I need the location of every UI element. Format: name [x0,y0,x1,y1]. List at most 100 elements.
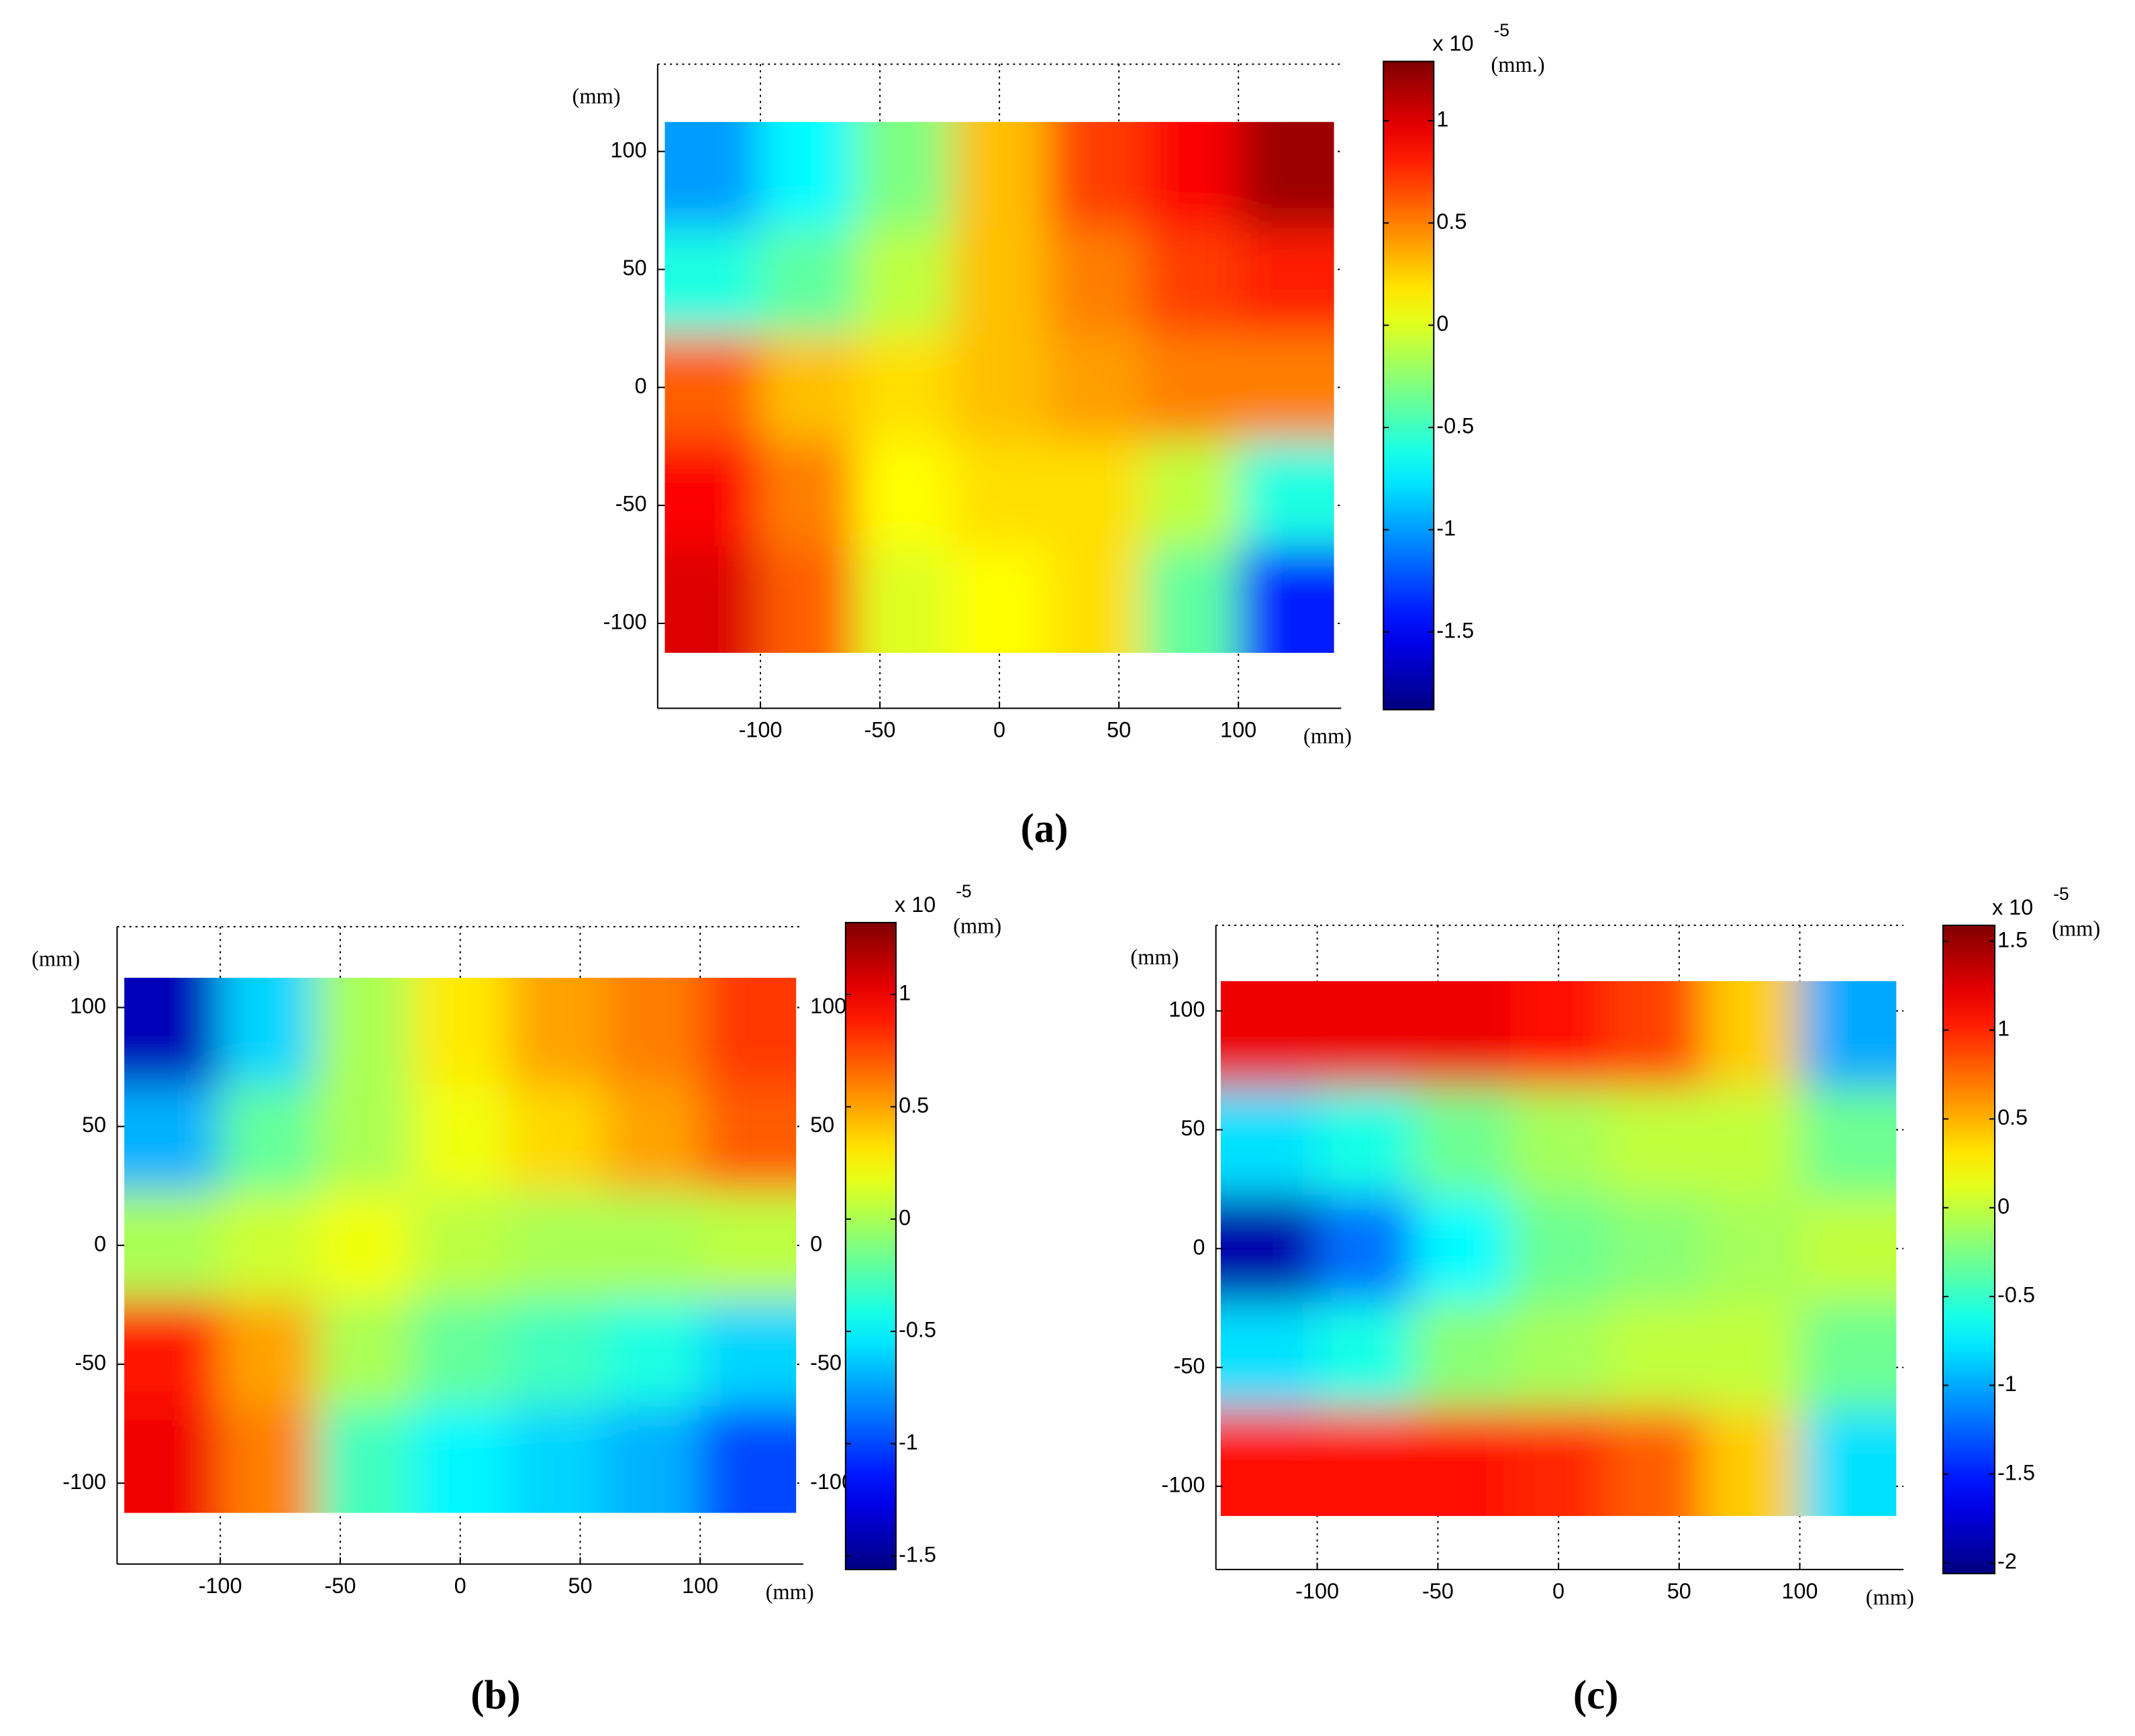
heat-cell [664,440,762,548]
x-tick-label: 100 [682,1574,718,1598]
colorbar-exponent: -5 [1493,20,1509,40]
heat-cell [1799,981,1897,1090]
heat-cell [700,978,797,1086]
colorbar-tick-label: -1 [899,1430,918,1454]
heat-cell [412,1084,510,1194]
heat-cell [1238,121,1334,230]
panel-label: (a) [1021,807,1069,852]
heat-cell [1220,1409,1319,1517]
heat-cell [1317,1302,1416,1411]
heat-cell [1799,1194,1897,1304]
heat-cell [508,1192,606,1300]
heat-cell [604,1406,702,1513]
x-tick-label: -100 [199,1574,242,1598]
x-axis-label: (mm) [1866,1586,1914,1610]
heat-cell [508,1084,606,1194]
heat-cell [664,121,762,230]
heat-cell [1703,1409,1801,1517]
heat-cell [412,1406,510,1513]
heat-cell [1220,1088,1319,1197]
heat-cell [508,978,606,1086]
x-tick-label: -50 [324,1574,356,1598]
heat-cell [1238,227,1334,336]
colorbar-tick-label: 0 [1997,1194,2009,1218]
heat-cell [220,1298,318,1408]
heat-cell [124,1084,222,1194]
heat-cell [1606,1409,1705,1517]
y-tick-label: 100 [610,138,646,162]
heatmap [1220,981,1897,1517]
heat-cell [316,1084,414,1194]
colorbar-label: (mm) [953,914,1001,938]
heat-cell [220,1084,318,1194]
heat-cell [316,1298,414,1408]
heatmap-cells [124,978,797,1513]
y-axis-label: (mm) [1130,946,1179,970]
colorbar-tick-label: -1.5 [1997,1460,2035,1484]
heat-cell [220,1192,318,1300]
heat-cell [1606,1194,1705,1304]
heat-cell [856,440,953,548]
colorbar-tick-label: 1.5 [1997,927,2028,952]
heat-cell [1510,1409,1609,1517]
heat-cell [316,1406,414,1513]
colorbar-label: (mm.) [1491,53,1544,77]
heat-cell [951,546,1049,653]
heat-cell [700,1298,797,1408]
colorbar [844,921,897,1570]
colorbar [1383,60,1435,711]
colorbar-tick-label: -0.5 [1436,414,1474,438]
heat-cell [1142,227,1240,336]
colorbar-tick-label: 0 [899,1205,911,1229]
heat-cell [1413,1088,1512,1197]
heat-cell [1238,440,1334,548]
heat-cell [1413,1302,1512,1411]
heat-cell [856,546,953,653]
x-tick-label: 50 [568,1574,592,1598]
y-tick-label: -50 [75,1351,106,1375]
colorbar-multiplier: x 10 [895,892,936,917]
x-axis-label: (mm) [766,1580,814,1604]
heat-cell [1317,1194,1416,1304]
colorbar-multiplier: x 10 [1992,895,2033,919]
heat-cell [412,1192,510,1300]
colorbar-tick-label: 0.5 [1997,1105,2028,1129]
heat-cell [1047,440,1144,548]
x-tick-label: -50 [864,718,896,742]
heat-cell [856,121,953,230]
heat-cell [316,1192,414,1300]
heatmap-cells [664,121,1334,653]
y-tick-label: -50 [1173,1354,1205,1378]
y-tick-label: 50 [623,256,647,280]
colorbar-tick-label: -1 [1997,1372,2017,1396]
heat-cell [412,1298,510,1408]
heat-cell [1047,121,1144,230]
y-tick-label-right: 50 [810,1113,834,1137]
colorbar-tick-label: -0.5 [1997,1283,2035,1307]
heat-cell [604,978,702,1086]
heat-cell [1799,1409,1897,1517]
heat-cell [1510,1088,1609,1197]
y-tick-label: 100 [1169,997,1205,1021]
heatmap-cells [1220,981,1897,1517]
heat-cell [951,121,1049,230]
y-tick-label-right: 0 [810,1231,822,1256]
y-tick-label-right: -50 [810,1351,842,1375]
heat-cell [316,978,414,1086]
colorbar-tick-label: -2 [1997,1549,2017,1574]
heatmap [124,978,797,1513]
colorbar-exponent: -5 [2053,884,2069,904]
x-tick-label: 100 [1781,1579,1818,1603]
y-tick-label: -50 [615,492,647,516]
heat-cell [664,334,762,442]
heat-cell [1047,546,1144,653]
heat-cell [1606,981,1705,1090]
y-tick-label-right: 100 [810,994,846,1018]
heat-cell [1606,1088,1705,1197]
heat-cell [760,121,858,230]
heat-cell [1703,1088,1801,1197]
heat-cell [1413,1194,1512,1304]
heat-cell [760,227,858,336]
heat-cell [1703,1194,1801,1304]
